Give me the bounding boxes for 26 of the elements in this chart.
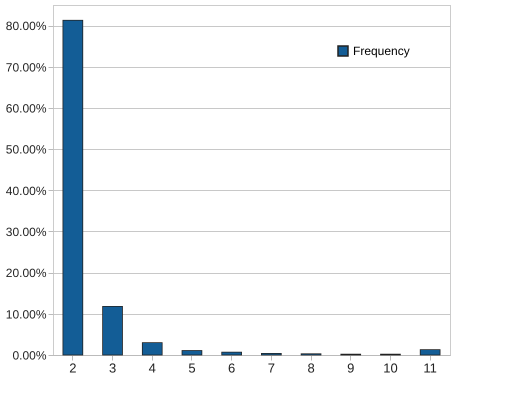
y-tick-label: 20.00% — [6, 266, 47, 280]
x-tick-label: 9 — [347, 360, 354, 376]
x-tick-label: 2 — [69, 360, 76, 376]
y-tick-label: 40.00% — [6, 184, 47, 198]
bar — [182, 350, 202, 356]
bar — [221, 352, 242, 356]
bar — [420, 349, 440, 356]
x-tick-label: 10 — [383, 360, 398, 376]
bar — [102, 306, 123, 356]
x-tick-label: 4 — [148, 360, 156, 376]
x-tick-label: 8 — [307, 360, 315, 376]
y-tick-label: 80.00% — [6, 19, 47, 34]
x-tick-label: 5 — [188, 360, 196, 376]
x-tick-label: 7 — [268, 360, 275, 376]
bar — [62, 20, 84, 356]
x-tick-label: 3 — [108, 360, 116, 376]
y-tick-label: 0.00% — [12, 348, 47, 362]
legend-label: Frequency — [353, 44, 410, 58]
x-tick-label: 6 — [228, 360, 236, 376]
y-tick-label: 60.00% — [6, 101, 47, 116]
bar — [142, 342, 163, 356]
y-tick-label: 70.00% — [6, 60, 47, 74]
y-tick-label: 10.00% — [6, 307, 47, 322]
y-tick-label: 50.00% — [6, 142, 47, 157]
y-tick-label: 30.00% — [6, 224, 47, 239]
x-tick-label: 11 — [423, 360, 437, 376]
